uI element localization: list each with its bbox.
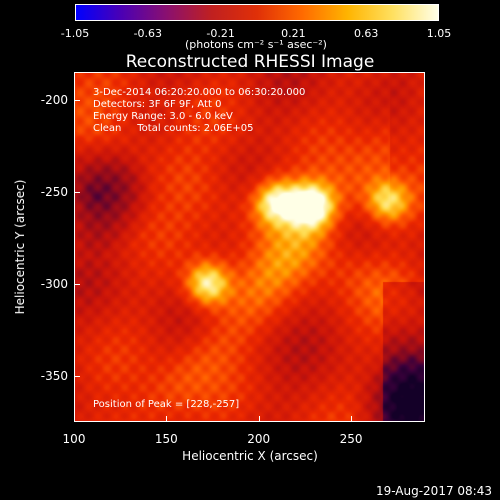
- y-tick-label: -350: [40, 368, 68, 383]
- annotation-detectors: Detectors: 3F 6F 9F, Att 0: [93, 99, 222, 110]
- y-tick-mark: [74, 191, 80, 193]
- x-tick-mark: [351, 416, 353, 422]
- rhessi-image: [75, 73, 424, 421]
- plot-title: Reconstructed RHESSI Image: [125, 52, 375, 72]
- annotation-time-range: 3-Dec-2014 06:20:20.000 to 06:30:20.000: [93, 87, 306, 98]
- x-tick-label: 150: [154, 432, 178, 446]
- x-axis-label: Heliocentric X (arcsec): [182, 449, 318, 463]
- colorbar-tick-label: -0.21: [206, 27, 235, 40]
- y-tick-mark: [74, 99, 80, 101]
- x-tick-mark: [166, 416, 168, 422]
- y-axis-label: Heliocentric Y (arcsec): [13, 179, 27, 315]
- colorbar-tick-label: -0.63: [133, 27, 163, 40]
- x-tick-label: 100: [62, 432, 86, 446]
- y-tick-mark: [74, 375, 80, 377]
- colorbar-tick-label: 1.05: [426, 27, 452, 40]
- y-tick-mark: [74, 283, 80, 285]
- annotation-peak-position: Position of Peak = [228,-257]: [93, 399, 240, 410]
- x-tick-mark: [258, 416, 260, 422]
- x-tick-label: 200: [247, 432, 271, 446]
- annotation-clean-counts: Clean Total counts: 2.06E+05: [93, 123, 254, 134]
- colorbar-tick-label: 0.63: [353, 27, 379, 40]
- rhessi-image-panel: 3-Dec-2014 06:20:20.000 to 06:30:20.000 …: [74, 72, 425, 422]
- colorbar-tick-label: -1.05: [60, 27, 90, 40]
- y-tick-label: -250: [40, 184, 68, 199]
- y-tick-label: -300: [40, 276, 68, 291]
- x-tick-mark: [74, 416, 75, 422]
- colorbar: [75, 4, 439, 21]
- annotation-energy-range: Energy Range: 3.0 - 6.0 keV: [93, 111, 233, 122]
- x-tick-label: 250: [339, 432, 363, 446]
- colorbar-unit-label: (photons cm⁻² s⁻¹ asec⁻²): [185, 38, 327, 51]
- colorbar-tick-label: 0.21: [281, 27, 306, 40]
- y-tick-label: -200: [40, 92, 68, 107]
- datestamp: 19-Aug-2017 08:43: [375, 484, 492, 498]
